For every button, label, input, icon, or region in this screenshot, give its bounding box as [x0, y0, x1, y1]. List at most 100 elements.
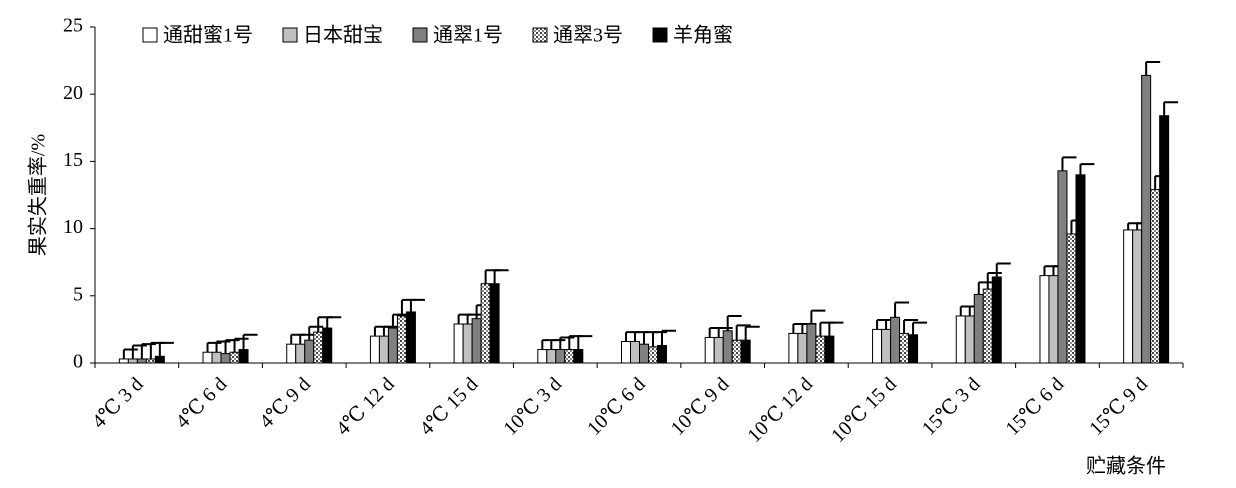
- error-bar: [717, 327, 733, 338]
- error-bar: [876, 318, 892, 330]
- bar: [471, 318, 482, 364]
- error-bar: [326, 316, 342, 329]
- error-bar: [484, 269, 500, 284]
- bar: [462, 323, 473, 364]
- x-tick-label: 4℃ 6 d: [172, 373, 232, 433]
- legend-swatch: [532, 27, 548, 43]
- error-bar: [995, 262, 1011, 277]
- bar: [118, 358, 129, 364]
- legend-label: 通翠1号: [433, 24, 503, 47]
- error-bar: [215, 340, 231, 353]
- error-bar: [744, 325, 760, 341]
- y-tick-label: 15: [63, 149, 83, 171]
- legend-label: 日本甜宝: [303, 24, 383, 47]
- bar: [387, 327, 398, 364]
- error-bar: [977, 281, 993, 295]
- error-bar: [382, 325, 398, 337]
- bar: [797, 332, 808, 364]
- error-bar: [242, 333, 258, 350]
- error-bar: [373, 325, 389, 337]
- error-bar: [457, 313, 473, 325]
- bar: [1132, 229, 1143, 364]
- error-bar: [792, 323, 808, 334]
- bar: [722, 330, 733, 364]
- y-tick-label: 5: [73, 283, 83, 305]
- error-bar: [661, 329, 676, 346]
- error-bar: [912, 321, 928, 335]
- bar: [453, 323, 464, 364]
- error-bar: [903, 318, 919, 334]
- bar: [136, 358, 147, 364]
- error-bar: [409, 298, 425, 312]
- bar: [1159, 115, 1170, 364]
- bar: [621, 340, 631, 364]
- error-bar: [708, 327, 724, 338]
- y-axis-title: 果实失重率/%: [27, 134, 50, 256]
- bar: [1066, 233, 1077, 364]
- bar: [1075, 174, 1086, 364]
- bar: [806, 323, 817, 364]
- error-bar: [299, 333, 315, 345]
- bar: [1048, 275, 1059, 364]
- error-bar: [1061, 156, 1077, 171]
- error-bar: [559, 336, 575, 350]
- bar: [1150, 189, 1161, 364]
- error-bar: [643, 331, 658, 345]
- bar: [480, 283, 491, 364]
- bar: [731, 339, 742, 364]
- bar: [908, 334, 919, 364]
- bar: [322, 327, 333, 364]
- error-bar: [959, 305, 975, 316]
- bar: [704, 336, 715, 364]
- error-bar: [1163, 101, 1179, 116]
- y-tick-label: 25: [63, 15, 83, 37]
- bar: [211, 351, 222, 364]
- error-bar: [726, 314, 742, 331]
- error-bar: [131, 344, 147, 359]
- bar: [1039, 275, 1050, 364]
- bar: [630, 340, 640, 364]
- bar: [396, 315, 407, 364]
- error-bar: [577, 335, 593, 350]
- error-bar: [828, 321, 844, 337]
- error-bar: [819, 321, 835, 337]
- bar: [220, 353, 231, 364]
- error-bar: [233, 337, 249, 353]
- error-bar: [158, 341, 174, 357]
- x-tick-label: 4℃ 9 d: [255, 373, 315, 433]
- error-bar: [735, 324, 751, 341]
- error-bar: [986, 271, 1002, 290]
- legend-swatch: [142, 27, 158, 43]
- x-tick-label: 10℃ 15 d: [827, 373, 901, 447]
- bar: [648, 346, 658, 364]
- bar: [982, 288, 993, 364]
- bar: [405, 311, 416, 364]
- legend-swatch: [652, 27, 668, 43]
- bar: [1057, 170, 1068, 364]
- error-bar: [810, 309, 826, 325]
- x-tick-label: 4℃ 15 d: [416, 373, 483, 440]
- x-tick-label: 10℃ 12 d: [743, 373, 817, 447]
- bar: [899, 332, 910, 364]
- bar: [489, 283, 500, 364]
- x-tick-label: 10℃ 9 d: [667, 373, 734, 440]
- error-bar: [1127, 222, 1143, 230]
- bar: [154, 355, 165, 364]
- error-bar: [1043, 265, 1059, 276]
- error-bar: [290, 333, 306, 345]
- bar: [555, 349, 566, 364]
- bar: [127, 358, 138, 364]
- bar: [573, 349, 584, 364]
- error-bar: [391, 313, 407, 329]
- bar: [955, 315, 966, 364]
- bar: [740, 339, 751, 364]
- bar: [973, 293, 984, 364]
- error-bar: [466, 313, 482, 325]
- legend-label: 羊角蜜: [673, 24, 733, 47]
- error-bar: [652, 331, 667, 347]
- bar: [546, 349, 557, 364]
- bar: [881, 328, 892, 364]
- error-bar: [224, 339, 240, 354]
- bar: [537, 349, 548, 364]
